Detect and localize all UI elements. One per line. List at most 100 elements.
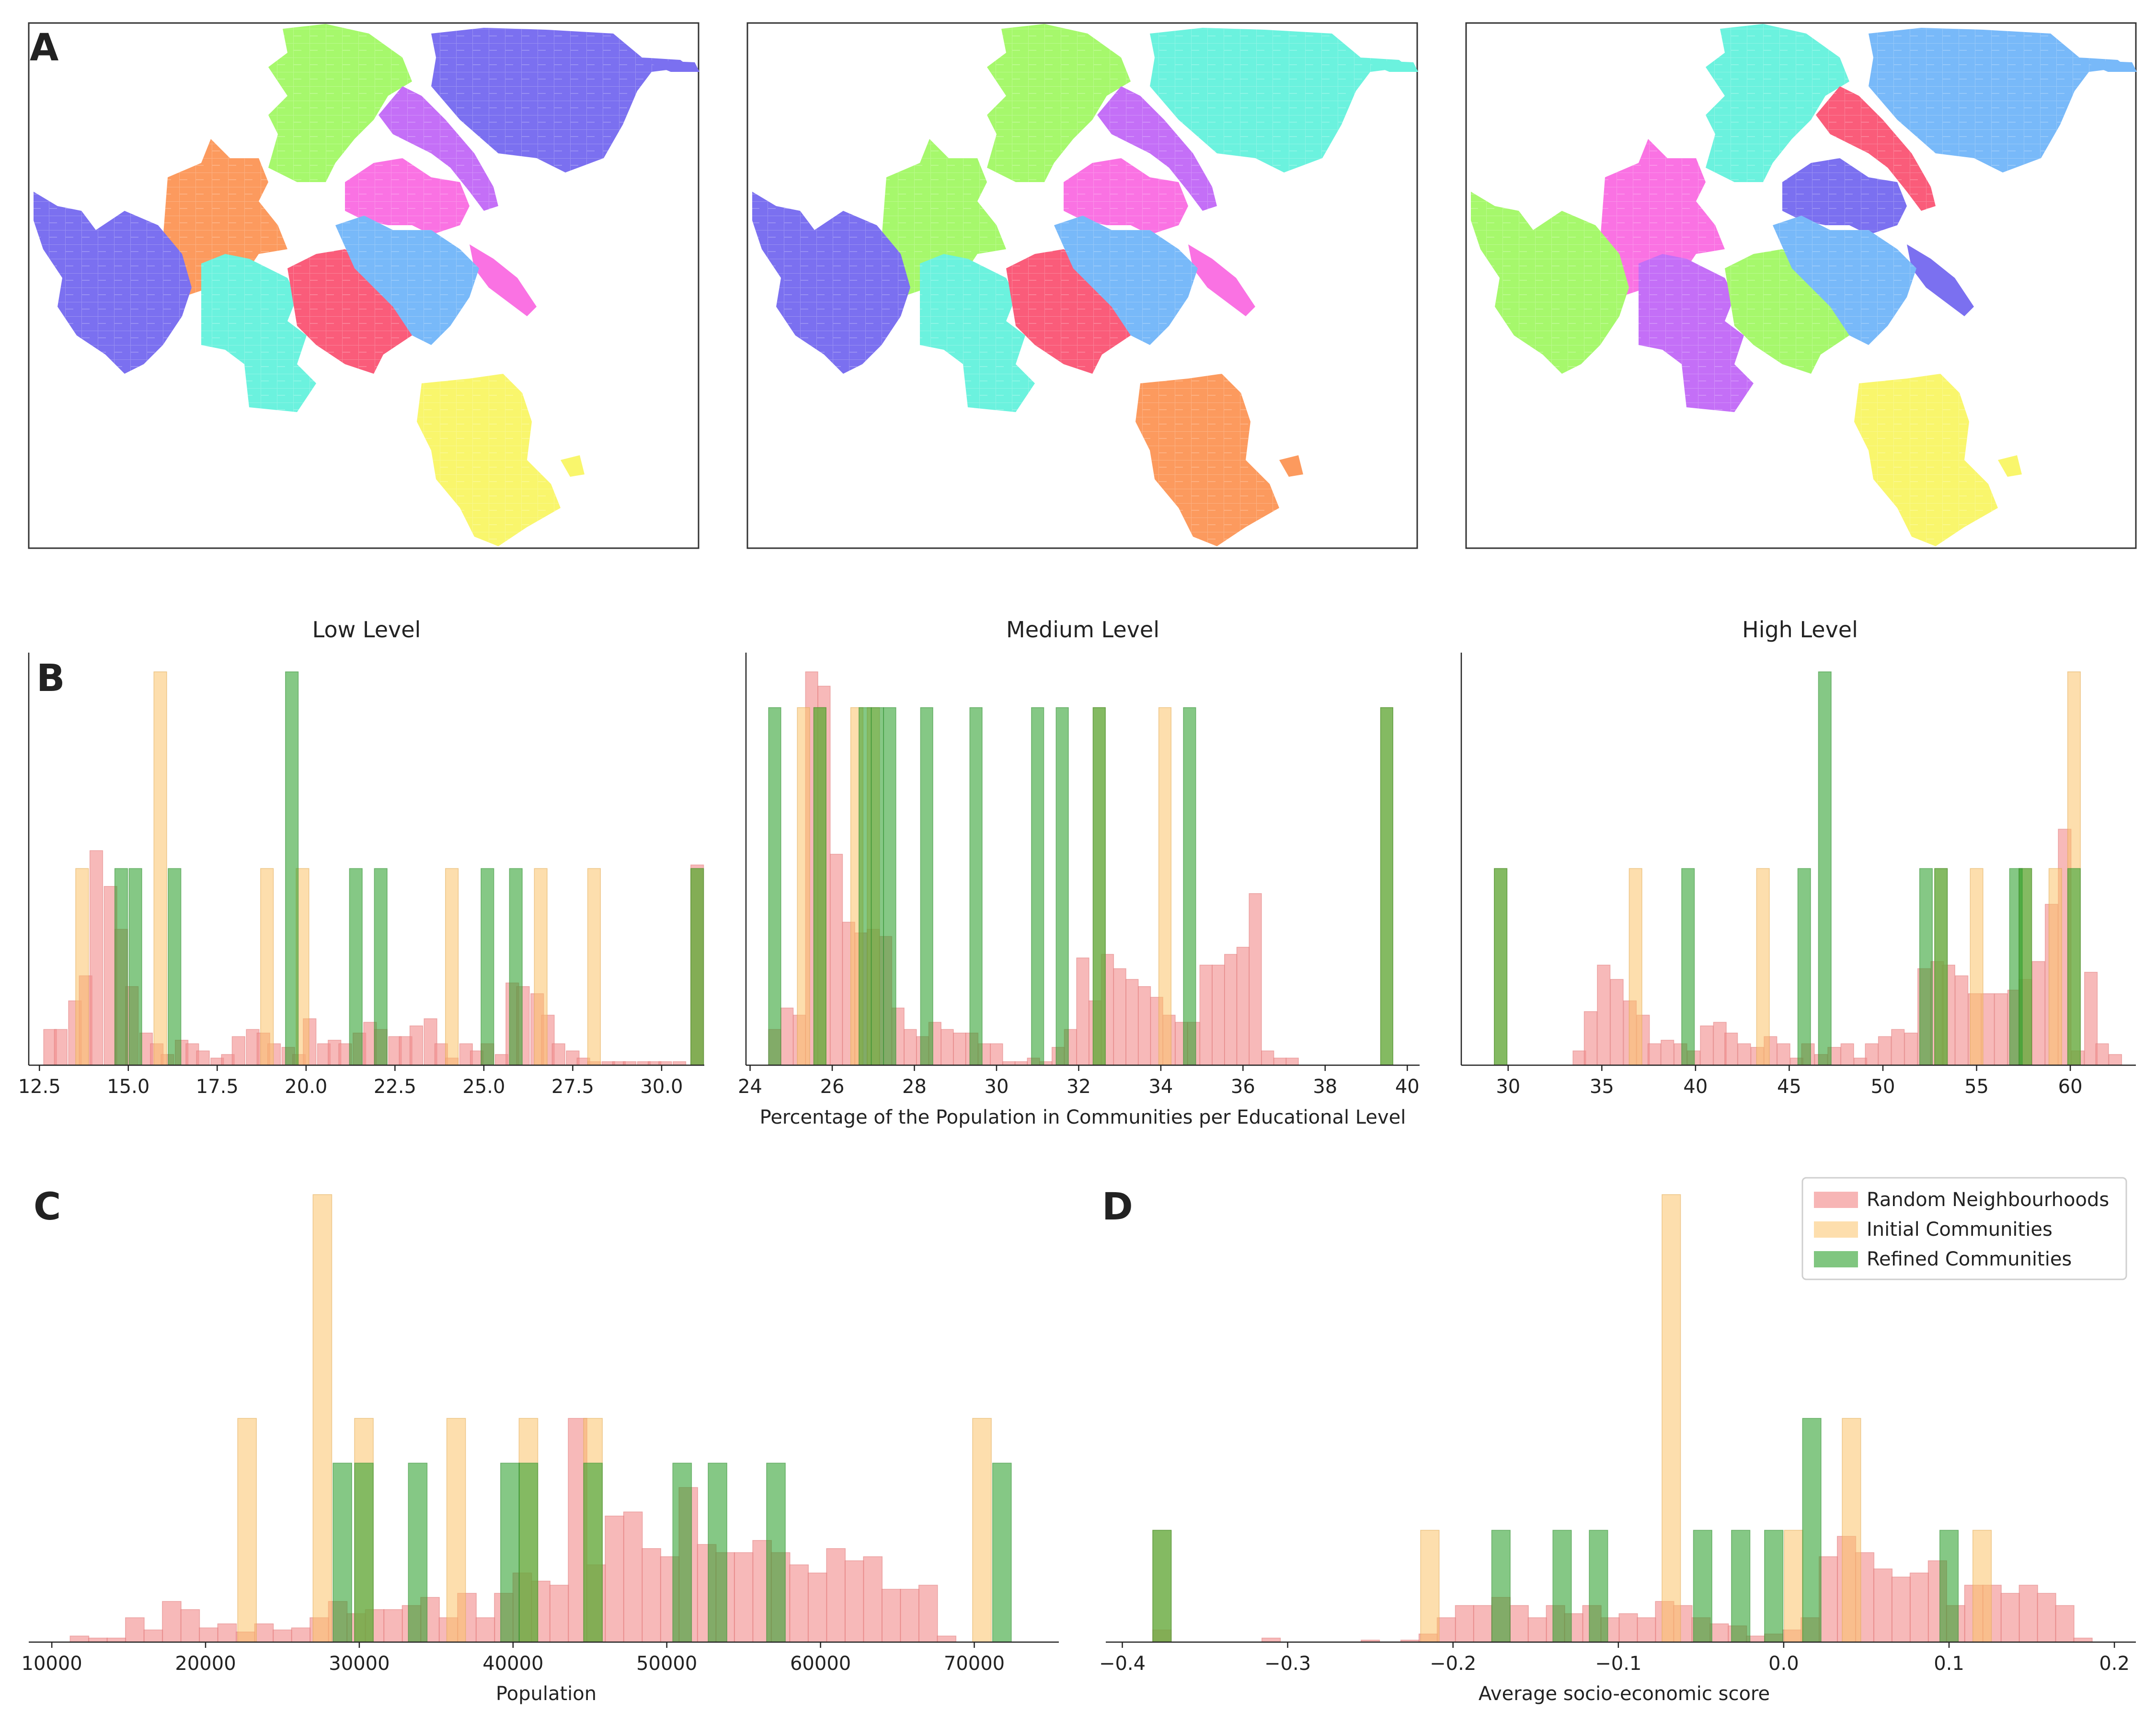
panel-d-x-axis-label: Average socio-economic score bbox=[1479, 1683, 1770, 1705]
bar-random bbox=[1285, 1058, 1299, 1066]
x-tick-label: 26 bbox=[820, 1076, 845, 1098]
bar-random bbox=[1436, 1617, 1456, 1643]
bar-random bbox=[830, 853, 843, 1066]
bar-random bbox=[1904, 1033, 1918, 1066]
bar-refined bbox=[114, 868, 128, 1066]
bar-random bbox=[1261, 1637, 1281, 1643]
map-region-texture bbox=[345, 158, 470, 235]
bar-initial bbox=[534, 868, 548, 1066]
x-tick-label: 32 bbox=[1067, 1076, 1091, 1098]
map-1 bbox=[34, 24, 700, 546]
map-region-texture bbox=[1471, 192, 1629, 374]
map-region-texture bbox=[201, 254, 316, 412]
bar-random bbox=[1273, 1058, 1287, 1066]
x-tick-label: 35 bbox=[1590, 1076, 1614, 1098]
bar-random bbox=[383, 1609, 403, 1643]
x-tick-label: 36 bbox=[1231, 1076, 1255, 1098]
bar-random bbox=[1236, 946, 1250, 1066]
bar-random bbox=[900, 1588, 920, 1643]
bar-initial bbox=[972, 1418, 992, 1643]
bar-random bbox=[2031, 961, 2045, 1066]
bar-random bbox=[1840, 1043, 1854, 1066]
x-tick-label: −0.4 bbox=[1099, 1653, 1146, 1675]
bar-refined bbox=[690, 868, 704, 1066]
bar-random bbox=[605, 1516, 624, 1643]
map-region-texture bbox=[987, 24, 1131, 182]
x-tick-label: 70000 bbox=[944, 1653, 1005, 1675]
bar-random bbox=[1455, 1605, 1474, 1643]
bar-refined bbox=[481, 868, 494, 1066]
panel-label-c: C bbox=[34, 1185, 61, 1229]
map-2 bbox=[752, 24, 1418, 546]
bar-random bbox=[1597, 965, 1611, 1066]
panel-c-x-axis-label: Population bbox=[496, 1683, 596, 1705]
bar-initial bbox=[797, 707, 810, 1066]
bar-initial bbox=[312, 1194, 333, 1643]
bar-refined bbox=[583, 1462, 603, 1643]
panel-b-low-title: Low Level bbox=[312, 617, 421, 643]
bar-refined bbox=[1380, 707, 1394, 1066]
bar-refined bbox=[1031, 707, 1044, 1066]
map-region-magenta-c-fragment bbox=[1188, 244, 1255, 316]
bar-refined bbox=[813, 707, 826, 1066]
x-tick-label: 0.2 bbox=[2099, 1653, 2130, 1675]
bar-random bbox=[549, 1585, 569, 1643]
legend-label-initial: Initial Communities bbox=[1867, 1219, 2053, 1241]
bar-refined bbox=[509, 868, 523, 1066]
legend-swatch-random bbox=[1814, 1192, 1858, 1208]
bar-random bbox=[1819, 1556, 1838, 1643]
bar-random bbox=[1873, 1568, 1893, 1643]
bar-refined bbox=[1934, 868, 1948, 1066]
bar-random bbox=[1981, 993, 1995, 1066]
bar-random bbox=[1724, 1033, 1738, 1066]
bar-random bbox=[1777, 1043, 1790, 1066]
map-region-texture bbox=[163, 139, 287, 297]
x-tick-label: 22.5 bbox=[374, 1076, 416, 1098]
chart-b-medium: 24 26 28 30 32 34 36 38 40 bbox=[738, 653, 1420, 1098]
bar-random bbox=[69, 1635, 90, 1643]
bar-random bbox=[1878, 1036, 1892, 1066]
bar-random bbox=[291, 1627, 311, 1643]
x-tick-label: −0.3 bbox=[1264, 1653, 1311, 1675]
bar-refined bbox=[1681, 868, 1695, 1066]
legend-box bbox=[1801, 1177, 2127, 1280]
map-region-texture bbox=[1064, 158, 1188, 235]
bar-refined bbox=[168, 868, 182, 1066]
bar-refined bbox=[1939, 1530, 1959, 1643]
bar-random bbox=[254, 1623, 274, 1643]
bar-refined bbox=[349, 868, 363, 1066]
bar-initial bbox=[237, 1418, 257, 1643]
map-region-texture bbox=[268, 24, 412, 182]
map-region-texture bbox=[34, 192, 192, 374]
bar-random bbox=[2108, 1054, 2122, 1066]
bar-random bbox=[918, 1585, 938, 1643]
bar-random bbox=[807, 1572, 827, 1643]
bar-random bbox=[1661, 1040, 1674, 1066]
bar-random bbox=[2073, 1637, 2093, 1643]
bar-refined bbox=[285, 671, 299, 1066]
x-tick-label: 40 bbox=[1683, 1076, 1708, 1098]
bar-refined bbox=[2067, 868, 2081, 1066]
bar-random bbox=[789, 1564, 809, 1643]
map-region-texture bbox=[1706, 24, 1849, 182]
chart-c: 10000 20000 30000 40000 50000 60000 70000 bbox=[22, 1194, 1059, 1675]
bar-random bbox=[780, 1007, 794, 1066]
bar-random bbox=[937, 1635, 957, 1643]
bar-initial bbox=[1662, 1194, 1681, 1643]
map-region-texture bbox=[335, 216, 479, 345]
bar-random bbox=[953, 1033, 966, 1066]
bar-initial bbox=[445, 868, 459, 1066]
bar-refined bbox=[992, 1462, 1012, 1643]
bar-random bbox=[1473, 1605, 1492, 1643]
bar-refined bbox=[500, 1462, 520, 1643]
bar-refined bbox=[768, 707, 781, 1066]
bar-random bbox=[89, 850, 103, 1066]
bar-random bbox=[551, 1043, 565, 1066]
bar-refined bbox=[920, 707, 933, 1066]
x-tick-label: 50 bbox=[1871, 1076, 1895, 1098]
panel-label-b: B bbox=[36, 657, 65, 700]
map-region-texture bbox=[417, 374, 561, 546]
legend-label-refined: Refined Communities bbox=[1867, 1248, 2072, 1270]
bar-initial bbox=[1628, 868, 1642, 1066]
x-tick-label: 0.1 bbox=[1934, 1653, 1964, 1675]
